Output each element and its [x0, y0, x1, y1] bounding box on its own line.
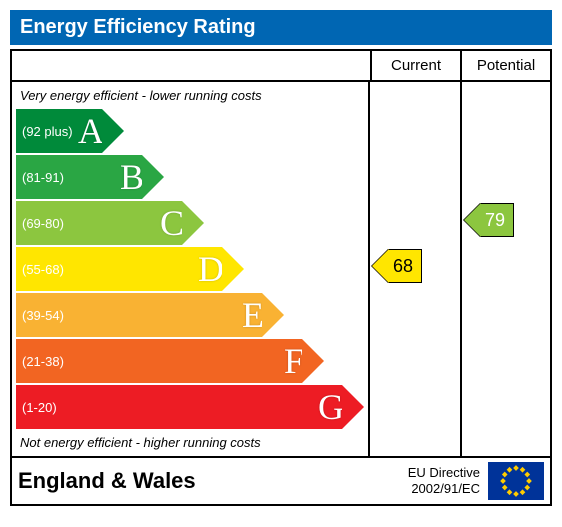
inefficient-note: Not energy efficient - higher running co… — [16, 431, 368, 452]
band-row-d: (55-68)D — [16, 247, 368, 291]
flag-star — [520, 489, 526, 495]
chart-body: Current Potential Very energy efficient … — [10, 49, 552, 506]
eu-flag-icon — [488, 462, 544, 500]
flag-star — [524, 485, 530, 491]
band-row-f: (21-38)F — [16, 339, 368, 383]
potential-column: 79 — [460, 82, 550, 456]
efficient-note: Very energy efficient - lower running co… — [16, 86, 368, 109]
band-letter: B — [120, 156, 144, 198]
band-row-g: (1-20)G — [16, 385, 368, 429]
region-label: England & Wales — [18, 468, 400, 494]
bands-area: Very energy efficient - lower running co… — [12, 82, 370, 456]
header-spacer — [12, 51, 370, 82]
current-value-arrow: 68 — [388, 249, 422, 283]
potential-value-arrow: 79 — [480, 203, 514, 237]
band-range: (1-20) — [16, 400, 342, 415]
flag-star — [500, 478, 506, 484]
band-range: (55-68) — [16, 262, 222, 277]
flag-star — [507, 489, 513, 495]
band-bar: (69-80)C — [16, 201, 182, 245]
band-letter: F — [284, 340, 304, 382]
band-range: (69-80) — [16, 216, 182, 231]
band-range: (39-54) — [16, 308, 262, 323]
band-bar: (21-38)F — [16, 339, 302, 383]
band-row-a: (92 plus)A — [16, 109, 368, 153]
flag-star — [513, 465, 519, 471]
band-bar: (92 plus)A — [16, 109, 102, 153]
band-row-e: (39-54)E — [16, 293, 368, 337]
band-row-c: (69-80)C — [16, 201, 368, 245]
flag-star — [502, 472, 508, 478]
chart-title: Energy Efficiency Rating — [10, 10, 552, 45]
band-letter: E — [242, 294, 264, 336]
band-range: (21-38) — [16, 354, 302, 369]
directive-label: EU Directive 2002/91/EC — [408, 465, 480, 496]
band-bar: (39-54)E — [16, 293, 262, 337]
flag-star — [507, 467, 513, 473]
flag-star — [524, 472, 530, 478]
flag-star — [526, 478, 532, 484]
flag-star — [502, 485, 508, 491]
flag-star — [513, 491, 519, 497]
flag-star — [520, 467, 526, 473]
current-column: 68 — [370, 82, 460, 456]
band-letter: C — [160, 202, 184, 244]
header-potential: Potential — [460, 51, 550, 82]
band-bar: (55-68)D — [16, 247, 222, 291]
band-bar: (1-20)G — [16, 385, 342, 429]
epc-chart: Energy Efficiency Rating Current Potenti… — [0, 0, 562, 516]
band-letter: D — [198, 248, 224, 290]
footer: England & Wales EU Directive 2002/91/EC — [12, 456, 550, 504]
band-letter: A — [78, 110, 104, 152]
header-current: Current — [370, 51, 460, 82]
band-letter: G — [318, 386, 344, 428]
band-bar: (81-91)B — [16, 155, 142, 199]
band-row-b: (81-91)B — [16, 155, 368, 199]
